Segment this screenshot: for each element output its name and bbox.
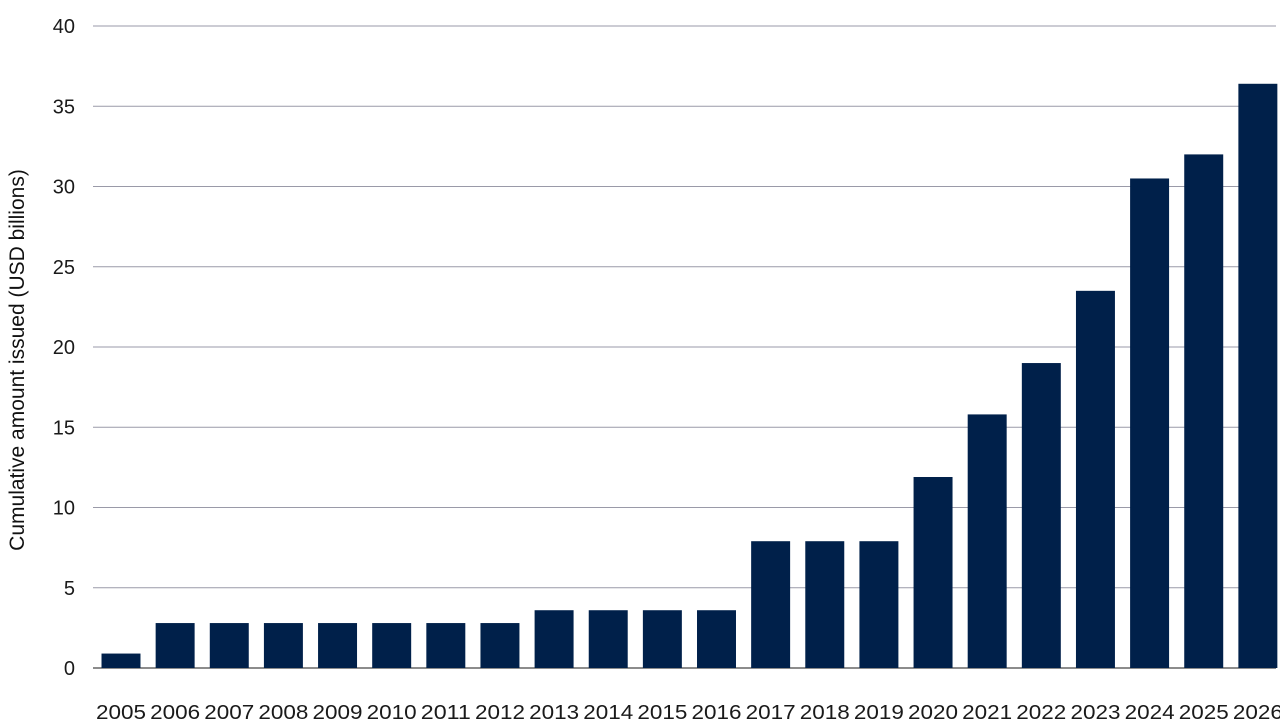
- x-tick-label: 2014: [583, 702, 633, 720]
- x-axis-ticks: 2005 2006 2007 2008 2009 2010 2011 2012 2013 2014…: [96, 702, 1280, 720]
- bar-2005: [101, 653, 141, 668]
- y-tick-label: 5: [64, 578, 75, 600]
- x-tick-label: 2026: [1233, 702, 1280, 720]
- y-tick-label: 35: [53, 96, 75, 118]
- y-tick-label: 10: [53, 498, 75, 520]
- bar-2008: [263, 623, 303, 668]
- bar-2023: [1075, 290, 1115, 668]
- y-axis-ticks: 0 5 10 15 20 25 30 35 40: [53, 16, 75, 680]
- x-tick-label: 2019: [854, 702, 904, 720]
- y-tick-label: 20: [53, 337, 75, 359]
- bar-2015: [642, 610, 682, 668]
- bar-2025: [1184, 154, 1224, 668]
- y-tick-label: 40: [53, 16, 75, 38]
- bar-2014: [588, 610, 628, 668]
- x-tick-label: 2025: [1179, 702, 1229, 720]
- x-tick-label: 2024: [1125, 702, 1175, 720]
- bar-2016: [697, 610, 736, 668]
- bar-2011: [426, 623, 466, 668]
- x-tick-label: 2009: [313, 702, 363, 720]
- x-tick-label: 2011: [421, 702, 471, 720]
- bar-2007: [209, 623, 249, 668]
- x-tick-label: 2016: [692, 702, 742, 720]
- bar-2006: [155, 623, 195, 668]
- bar-2024: [1130, 178, 1170, 668]
- x-tick-label: 2023: [1070, 702, 1120, 720]
- y-tick-label: 0: [64, 658, 75, 680]
- bar-2009: [318, 623, 358, 668]
- bars: [101, 83, 1278, 668]
- x-tick-label: 2015: [637, 702, 687, 720]
- bar-2018: [805, 541, 845, 668]
- y-tick-label: 15: [53, 417, 75, 439]
- bar-2021: [967, 414, 1007, 668]
- x-tick-label: 2008: [258, 702, 308, 720]
- x-tick-label: 2013: [529, 702, 579, 720]
- x-tick-label: 2007: [204, 702, 254, 720]
- y-axis-title: Cumulative amount issued (USD billions): [6, 169, 29, 551]
- x-tick-label: 2006: [150, 702, 200, 720]
- x-tick-label: 2010: [367, 702, 417, 720]
- x-tick-label: 2012: [475, 702, 525, 720]
- bar-2026: [1238, 83, 1278, 668]
- x-tick-label: 2020: [908, 702, 958, 720]
- gridlines: [93, 25, 1276, 669]
- bar-2019: [859, 541, 899, 668]
- bar-2010: [372, 623, 412, 668]
- bar-2013: [534, 610, 574, 668]
- bar-2020: [913, 477, 953, 668]
- x-tick-label: 2005: [96, 702, 146, 720]
- x-tick-label: 2017: [746, 702, 796, 720]
- bar-2022: [1021, 363, 1061, 668]
- y-tick-label: 25: [53, 257, 75, 279]
- bar-2012: [480, 623, 520, 668]
- bar-2017: [751, 541, 791, 668]
- x-tick-label: 2022: [1016, 702, 1066, 720]
- x-tick-label: 2018: [800, 702, 850, 720]
- y-tick-label: 30: [53, 177, 75, 199]
- x-tick-label: 2021: [962, 702, 1012, 720]
